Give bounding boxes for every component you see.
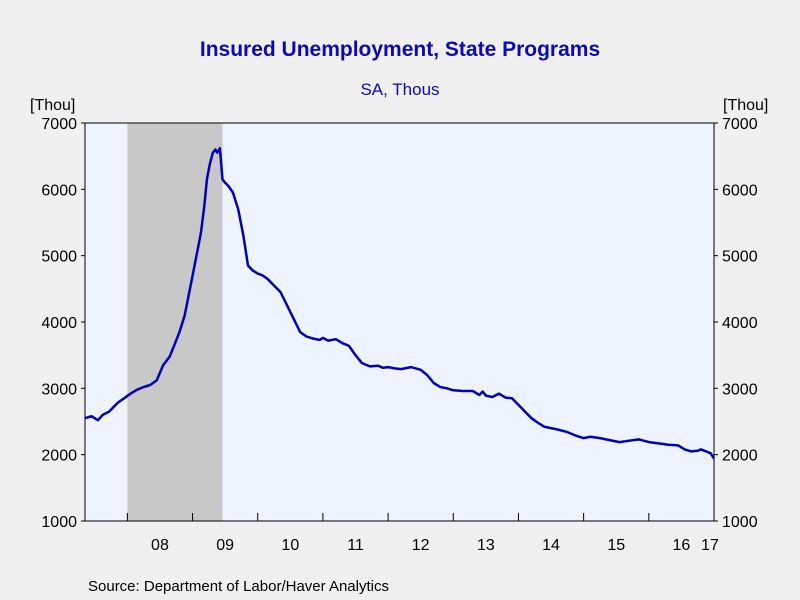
x-tick-label: 16 xyxy=(673,537,691,554)
y-tick-label-right: 5000 xyxy=(722,249,758,266)
y-tick-label-right: 4000 xyxy=(722,315,758,332)
y-axis-unit-right: [Thou] xyxy=(723,97,769,114)
x-tick-label: 11 xyxy=(347,537,364,554)
y-tick-label-left: 6000 xyxy=(41,182,77,199)
y-tick-label-right: 7000 xyxy=(722,116,758,133)
y-tick-label-left: 3000 xyxy=(41,381,77,398)
y-tick-label-left: 7000 xyxy=(41,116,77,133)
plot-frame xyxy=(84,122,715,522)
source-note: Source: Department of Labor/Haver Analyt… xyxy=(88,578,389,595)
x-tick-label: 12 xyxy=(412,537,430,554)
chart-subtitle: SA, Thous xyxy=(360,80,440,99)
x-tick-label: 15 xyxy=(607,537,625,554)
y-tick-label-left: 5000 xyxy=(41,249,77,266)
y-tick-label-right: 1000 xyxy=(722,514,758,531)
y-tick-label-left: 2000 xyxy=(41,448,77,465)
y-tick-label-right: 2000 xyxy=(722,448,758,465)
y-tick-label-right: 3000 xyxy=(722,381,758,398)
y-axis-unit-left: [Thou] xyxy=(30,97,76,114)
y-tick-label-left: 1000 xyxy=(41,514,77,531)
x-tick-label: 10 xyxy=(281,537,299,554)
y-tick-label-left: 4000 xyxy=(41,315,77,332)
x-tick-label: 13 xyxy=(477,537,495,554)
series-line xyxy=(84,146,716,460)
x-tick-label: 08 xyxy=(151,537,169,554)
x-tick-label: 09 xyxy=(216,537,234,554)
recession-band xyxy=(127,123,223,521)
x-tick-label: 17 xyxy=(701,537,719,554)
y-tick-label-right: 6000 xyxy=(722,182,758,199)
x-tick-label: 14 xyxy=(542,537,560,554)
chart-title: Insured Unemployment, State Programs xyxy=(199,38,601,61)
